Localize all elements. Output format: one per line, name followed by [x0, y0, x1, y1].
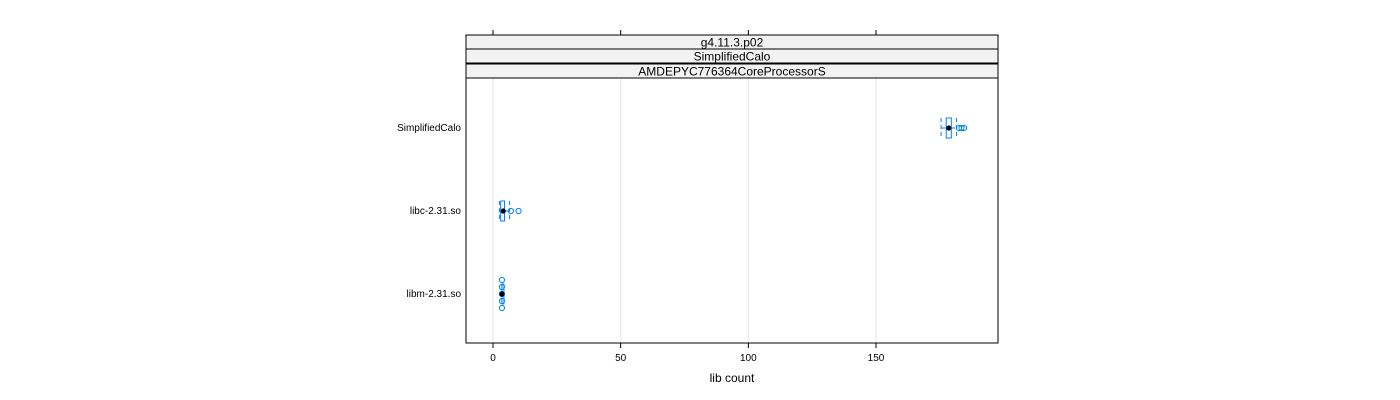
box-SimplifiedCalo [940, 117, 968, 139]
strip-label-2: SimplifiedCalo [694, 50, 771, 64]
outlier-point [498, 290, 506, 298]
x-axis: 0 50 100 150 [490, 30, 885, 364]
median-point [500, 208, 506, 214]
outlier-point [515, 207, 522, 215]
outlier-point [507, 207, 514, 215]
median-point [499, 291, 505, 297]
x-tick-label-0: 0 [490, 353, 496, 364]
outlier-point [498, 297, 506, 305]
x-axis-title: lib count [710, 371, 755, 385]
strip-box-2 [465, 48, 999, 64]
outlier-point [498, 283, 506, 291]
strip-label-1: g4.11.3.p02 [701, 36, 764, 50]
plot-panel [465, 77, 999, 344]
x-tick-label-100: 100 [740, 353, 757, 364]
x-tick-label-50: 50 [615, 353, 627, 364]
x-tick-label-150: 150 [868, 353, 885, 364]
category-label-libm: libm-2.31.so [407, 289, 462, 300]
box-layer [498, 117, 968, 312]
outlier-point [498, 276, 506, 284]
outlier-point [958, 124, 965, 132]
outlier-point [498, 304, 506, 312]
box-libm-2.31.so [498, 276, 506, 312]
box-libc-2.31.so [498, 200, 522, 222]
category-label-simplifiedcalo: SimplifiedCalo [397, 123, 461, 134]
median-point [946, 125, 952, 131]
category-label-libc: libc-2.31.so [410, 206, 462, 217]
outlier-point [960, 124, 968, 132]
strip-headers: g4.11.3.p02 SimplifiedCalo AMDEPYC776364… [465, 34, 999, 79]
strip-label-3: AMDEPYC776364CoreProcessorS [638, 65, 825, 79]
grid-lines [492, 78, 877, 343]
